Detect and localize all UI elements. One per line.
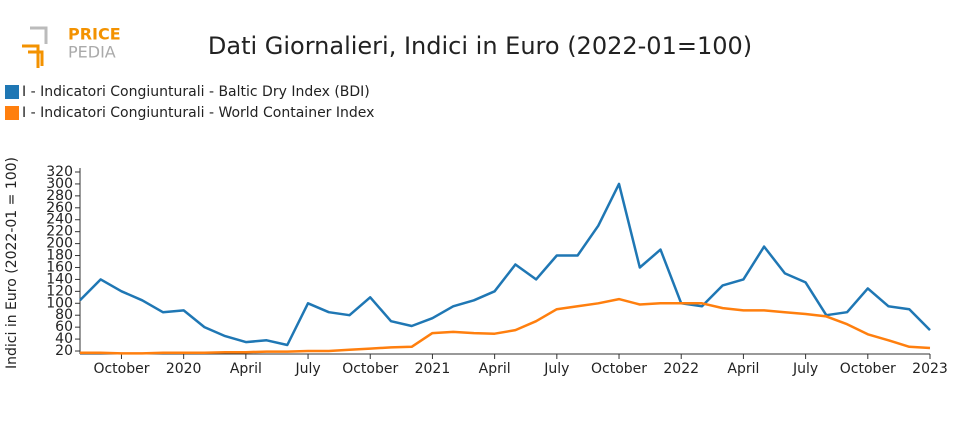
y-tick-label: 240 [46, 212, 73, 228]
x-tick-label: 2022 [663, 361, 699, 377]
x-tick-label: October [342, 361, 398, 377]
legend-swatch [5, 85, 19, 99]
y-tick-label: 320 [46, 164, 73, 180]
y-tick-label: 60 [55, 319, 73, 335]
y-tick-label: 100 [46, 295, 73, 311]
logo-text: PEDIA [68, 43, 116, 62]
y-tick-label: 260 [46, 200, 73, 216]
x-tick-label: October [591, 361, 647, 377]
y-tick-label: 280 [46, 188, 73, 204]
y-tick-label: 80 [55, 307, 73, 323]
y-tick-label: 20 [55, 343, 73, 359]
y-tick-label: 40 [55, 331, 73, 347]
x-tick-label: 2023 [912, 361, 948, 377]
logo: PRICE PEDIA [22, 25, 121, 68]
y-tick-label: 160 [46, 259, 73, 275]
logo-text: PRICE [68, 25, 121, 44]
logo-mark [22, 44, 44, 68]
y-tick-label: 140 [46, 271, 73, 287]
logo-mark [30, 26, 48, 44]
x-tick-label: October [93, 361, 149, 377]
x-tick-label: October [840, 361, 896, 377]
y-tick-label: 220 [46, 224, 73, 240]
y-tick-label: 120 [46, 283, 73, 299]
y-tick-label: 300 [46, 176, 73, 192]
data-line [79, 182, 931, 347]
legend-label: I - Indicatori Congiunturali - Baltic Dr… [22, 84, 370, 100]
x-tick-label: 2021 [415, 361, 451, 377]
x-tick-label: July [294, 361, 320, 377]
legend-swatch [5, 106, 19, 120]
y-tick-label: 200 [46, 236, 73, 252]
legend-label: I - Indicatori Congiunturali - World Con… [22, 105, 374, 121]
x-tick-label: April [479, 361, 511, 377]
data-line [80, 297, 931, 355]
y-tick-label: 180 [46, 248, 73, 264]
x-tick-label: April [727, 361, 759, 377]
y-axis-label: Indici in Euro (2022-01 = 100) [4, 157, 20, 369]
x-tick-label: July [543, 361, 569, 377]
x-tick-label: April [230, 361, 262, 377]
chart-title: Dati Giornalieri, Indici in Euro (2022-0… [208, 32, 752, 60]
x-tick-label: 2020 [166, 361, 202, 377]
x-tick-label: July [792, 361, 818, 377]
